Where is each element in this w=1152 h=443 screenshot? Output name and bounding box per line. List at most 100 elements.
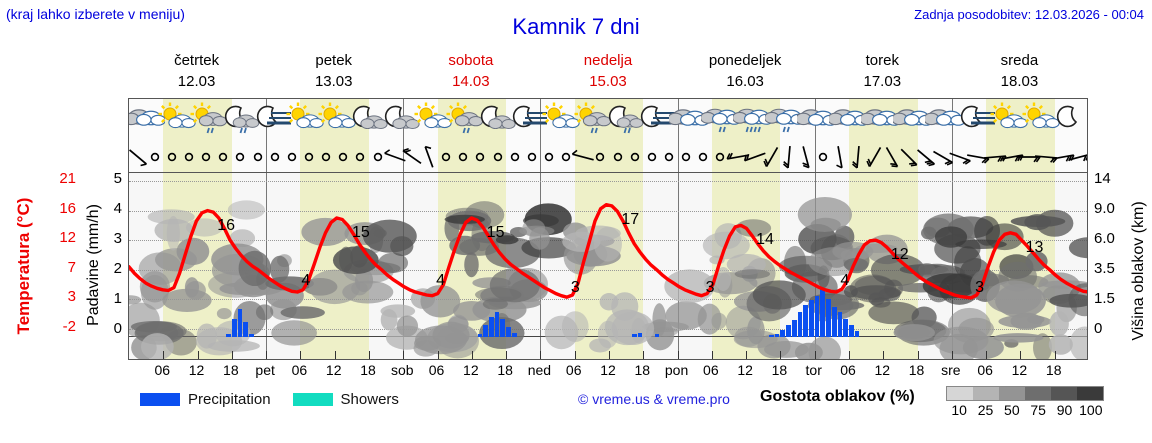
wind-barb-icon xyxy=(726,142,750,172)
x-axis-label: sre xyxy=(941,362,961,378)
moon-cloud-icon xyxy=(381,101,421,141)
calm-wind-icon xyxy=(211,142,235,172)
x-axis-tick xyxy=(574,351,576,359)
cloud-density-value: 90 xyxy=(1056,402,1073,418)
x-axis-label: 18 xyxy=(908,362,925,378)
calm-wind-icon xyxy=(263,142,287,172)
precipitation-bar xyxy=(854,331,860,337)
temperature-extreme-label: 13 xyxy=(1025,238,1044,256)
precipitation-bar xyxy=(494,312,500,337)
x-axis-tick xyxy=(540,351,542,359)
moon-fog-icon xyxy=(957,101,997,141)
moon-cloud-icon xyxy=(477,101,517,141)
precipitation-bar xyxy=(489,317,494,337)
showers-legend-label: Showers xyxy=(340,390,399,408)
temperature-tick-label: 16 xyxy=(59,199,76,217)
calm-wind-icon xyxy=(468,142,492,172)
cloud-density-scale xyxy=(946,386,1104,401)
x-axis-tick xyxy=(883,351,885,359)
calm-wind-icon xyxy=(177,142,201,172)
precipitation-bar xyxy=(477,333,483,337)
calm-wind-icon xyxy=(348,142,372,172)
cloud-height-tick-label: 9.0 xyxy=(1094,200,1115,217)
precipitation-legend-label: Precipitation xyxy=(188,390,271,408)
showers-swatch xyxy=(292,392,333,406)
sun-cloud-icon xyxy=(413,101,453,141)
precipitation-bar xyxy=(774,333,780,337)
calm-wind-icon xyxy=(434,142,458,172)
x-axis-label: 18 xyxy=(497,362,513,378)
temperature-extreme-label: 15 xyxy=(351,224,370,241)
temperature-axis-title: Temperatura (°C) xyxy=(8,172,34,360)
series-legend: Precipitation Showers xyxy=(140,388,399,410)
day-date: 13.03 xyxy=(314,73,353,90)
x-axis-label: 18 xyxy=(634,362,651,378)
sun-cloud-icon xyxy=(317,101,357,141)
x-axis-tick xyxy=(334,351,336,359)
day-name: sreda xyxy=(1000,52,1039,69)
sun-cloud-icon xyxy=(157,101,197,141)
cloud-height-axis-title-text: Višina oblakov (km) xyxy=(1130,201,1147,341)
precipitation-bar xyxy=(826,298,831,337)
wind-barb-icon xyxy=(760,142,784,172)
cloud-density-value: 25 xyxy=(977,402,994,418)
wind-barb-icon xyxy=(914,142,938,172)
day-separator xyxy=(677,142,679,172)
temperature-extreme-label: 14 xyxy=(756,231,774,249)
calm-wind-icon xyxy=(811,142,835,172)
cloud-density-step xyxy=(1025,387,1051,400)
x-axis-tick xyxy=(163,351,165,359)
precipitation-tick-label: 4 xyxy=(113,200,122,217)
wind-barb-icon xyxy=(897,142,921,172)
x-axis-tick xyxy=(814,351,816,359)
precipitation-bar xyxy=(237,308,243,337)
daylight-band xyxy=(849,142,918,172)
temperature-tick-label: 7 xyxy=(67,258,76,276)
precipitation-bar xyxy=(849,325,854,337)
calm-wind-icon xyxy=(143,142,167,172)
x-axis-tick xyxy=(369,351,370,359)
day-date: 15.03 xyxy=(589,73,627,90)
cloudy-icon xyxy=(859,101,902,141)
day-header-5: torek 17.03 xyxy=(814,50,951,94)
calm-wind-icon xyxy=(606,142,630,172)
day-header-1: petek 13.03 xyxy=(265,50,402,94)
gridline-horizontal xyxy=(129,269,1087,271)
cloud-density-step xyxy=(1077,387,1103,400)
day-separator xyxy=(540,173,542,359)
precipitation-bar xyxy=(820,288,826,337)
cloud-density-value: 75 xyxy=(1030,402,1046,418)
precipitation-tick-label: 3 xyxy=(113,230,122,247)
wind-barb-icon xyxy=(400,142,424,172)
precipitation-tick-label: 1 xyxy=(113,290,122,307)
x-axis-label: 06 xyxy=(291,362,308,378)
x-axis-label: tor xyxy=(805,362,822,378)
cloud-density-value: 10 xyxy=(951,402,967,418)
day-separator xyxy=(677,173,679,359)
x-axis-label: 12 xyxy=(1011,362,1028,378)
temperature-extreme-label: 12 xyxy=(890,246,909,264)
cloudy-icon xyxy=(129,101,166,141)
precipitation-bar xyxy=(654,333,660,337)
calm-wind-icon xyxy=(331,142,355,172)
wind-barb-icon xyxy=(931,142,955,172)
day-date: 16.03 xyxy=(726,73,764,90)
x-axis-tick xyxy=(746,351,748,359)
day-separator xyxy=(814,142,816,172)
temperature-extreme-label: 16 xyxy=(217,216,235,234)
day-name: ponedeljek xyxy=(708,52,782,69)
temperature-extreme-label: 17 xyxy=(621,210,640,228)
copyright-link[interactable]: © vreme.us & vreme.pro xyxy=(578,391,730,407)
wind-barb-icon xyxy=(417,142,441,172)
temperature-curve xyxy=(129,203,1087,300)
x-axis-label: 18 xyxy=(223,362,239,378)
menu-note: (kraj lahko izberete v meniju) xyxy=(6,6,185,22)
day-header-2: sobota 14.03 xyxy=(402,50,539,94)
x-axis-label: 06 xyxy=(840,362,856,378)
temperature-tick-label: 21 xyxy=(59,170,76,187)
cloud-density-scale-labels: 10 25 50 75 90 100 xyxy=(940,402,1112,420)
precipitation-bar xyxy=(631,333,637,337)
cloud-density-value: 50 xyxy=(1004,402,1020,418)
cloud-height-tick-label: 14 xyxy=(1094,170,1111,187)
calm-wind-icon xyxy=(228,142,252,172)
